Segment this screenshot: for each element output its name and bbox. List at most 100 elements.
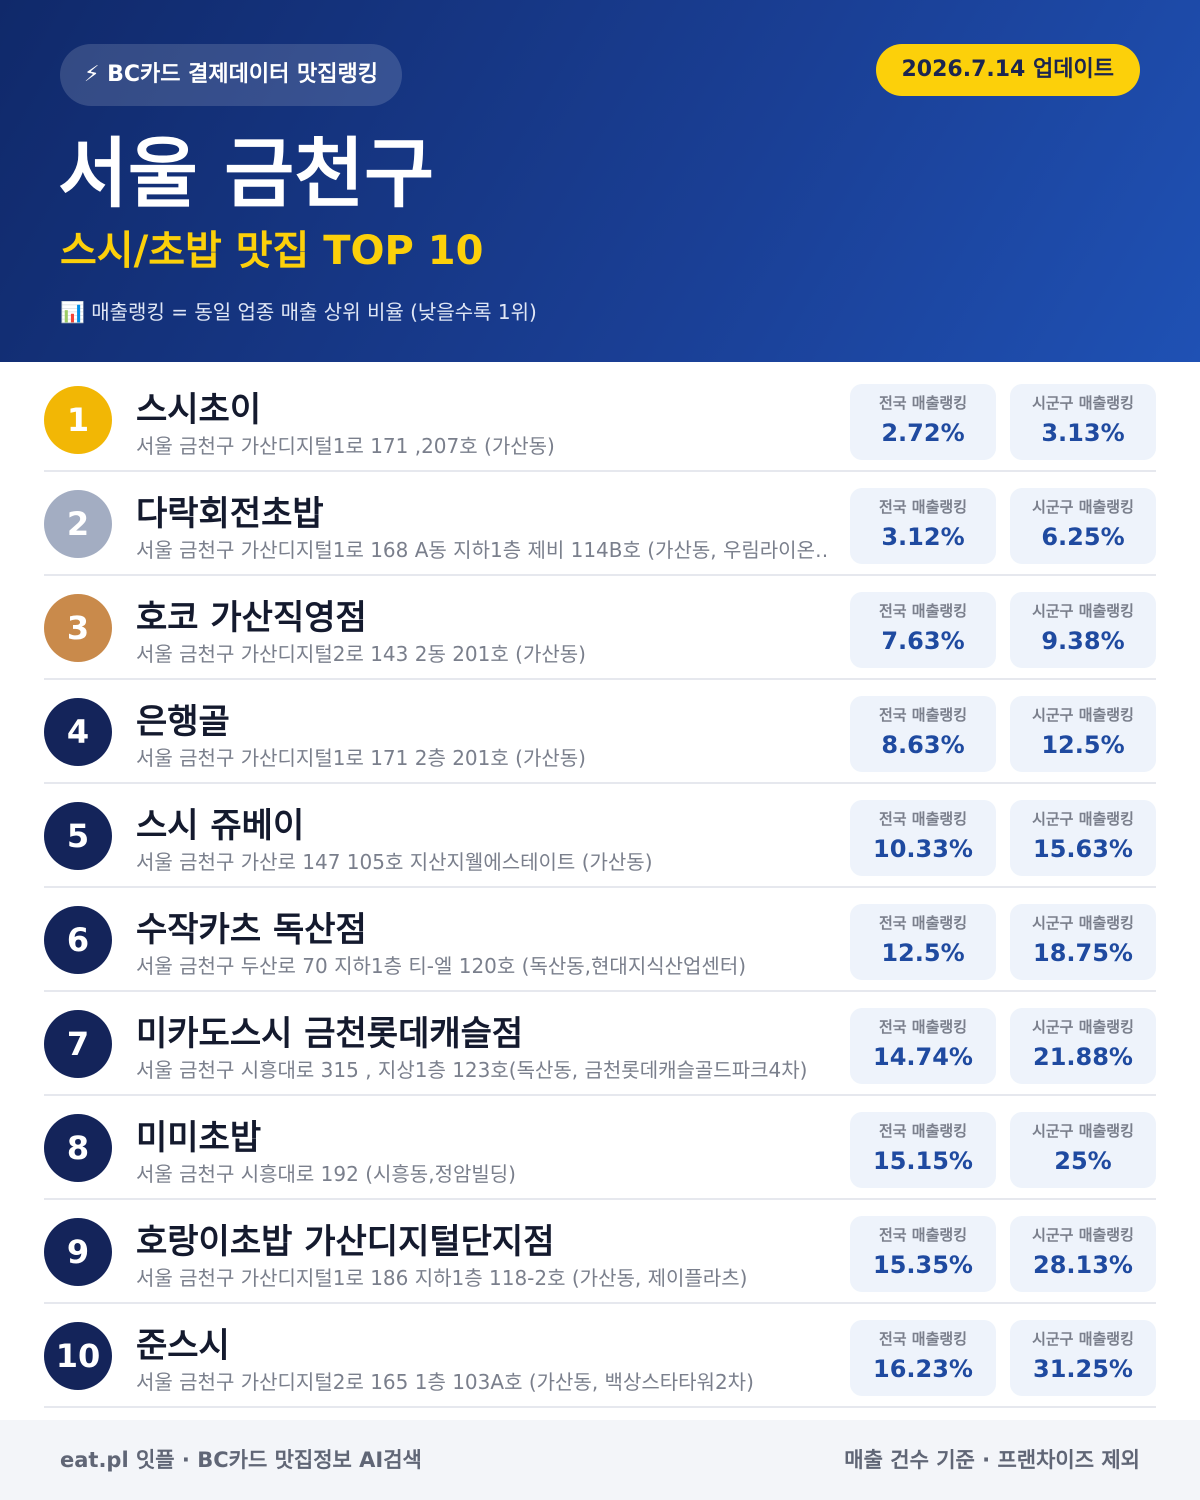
district-rank-label: 시군구 매출랭킹 [1032, 498, 1134, 516]
update-badge: 2026.7.14 업데이트 [875, 44, 1140, 96]
rank-badge: 8 [44, 1114, 112, 1182]
rank-badge: 9 [44, 1218, 112, 1286]
district-rank-box: 시군구 매출랭킹 12.5% [1010, 696, 1156, 772]
national-rank-value: 15.15% [873, 1147, 973, 1175]
national-rank-label: 전국 매출랭킹 [878, 1018, 968, 1036]
national-rank-value: 8.63% [881, 731, 965, 759]
national-rank-value: 12.5% [881, 939, 965, 967]
national-rank-value: 7.63% [881, 627, 965, 655]
national-rank-label: 전국 매출랭킹 [878, 1122, 968, 1140]
restaurant-name: 스시 쥬베이 [136, 806, 305, 846]
district-rank-box: 시군구 매출랭킹 28.13% [1010, 1216, 1156, 1292]
restaurant-name: 스시초이 [136, 390, 262, 430]
district-rank-box: 시군구 매출랭킹 6.25% [1010, 488, 1156, 564]
national-rank-value: 10.33% [873, 835, 973, 863]
restaurant-name: 미카도스시 금천롯데캐슬점 [136, 1014, 524, 1054]
district-rank-label: 시군구 매출랭킹 [1032, 602, 1134, 620]
title: 서울 금천구 [58, 129, 435, 218]
national-rank-box: 전국 매출랭킹 10.33% [850, 800, 996, 876]
national-rank-box: 전국 매출랭킹 2.72% [850, 384, 996, 460]
district-rank-value: 18.75% [1033, 939, 1133, 967]
national-rank-label: 전국 매출랭킹 [878, 1330, 968, 1348]
national-rank-value: 3.12% [881, 523, 965, 551]
national-rank-label: 전국 매출랭킹 [878, 810, 968, 828]
national-rank-box: 전국 매출랭킹 16.23% [850, 1320, 996, 1396]
rank-badge: 6 [44, 906, 112, 974]
restaurant-name: 다락회전초밥 [136, 494, 324, 534]
header: ⚡ BC카드 결제데이터 맛집랭킹 2026.7.14 업데이트 서울 금천구 … [0, 0, 1200, 362]
ranking-row: 9 호랑이초밥 가산디지털단지점 서울 금천구 가산디지털1로 186 지하1층 1… [44, 1200, 1156, 1304]
district-rank-box: 시군구 매출랭킹 15.63% [1010, 800, 1156, 876]
national-rank-label: 전국 매출랭킹 [878, 498, 968, 516]
district-rank-value: 9.38% [1041, 627, 1125, 655]
restaurant-name: 미미초밥 [136, 1118, 262, 1158]
district-rank-value: 12.5% [1041, 731, 1125, 759]
district-rank-box: 시군구 매출랭킹 21.88% [1010, 1008, 1156, 1084]
rank-badge: 5 [44, 802, 112, 870]
restaurant-name: 호코 가산직영점 [136, 598, 367, 638]
district-rank-label: 시군구 매출랭킹 [1032, 810, 1134, 828]
national-rank-label: 전국 매출랭킹 [878, 1226, 968, 1244]
district-rank-value: 21.88% [1033, 1043, 1133, 1071]
national-rank-box: 전국 매출랭킹 3.12% [850, 488, 996, 564]
ranking-row: 1 스시초이 서울 금천구 가산디지털1로 171 ,207호 (가산동) 전국 매출… [44, 368, 1156, 472]
note: 📊 매출랭킹 = 동일 업종 매출 상위 비율 (낮을수록 1위) [60, 300, 537, 324]
district-rank-box: 시군구 매출랭킹 18.75% [1010, 904, 1156, 980]
restaurant-name: 수작카츠 독산점 [136, 910, 367, 950]
footer: eat.pl 잇플 · BC카드 맛집정보 AI검색 매출 건수 기준 · 프랜… [0, 1420, 1200, 1500]
restaurant-address: 서울 금천구 두산로 70 지하1층 티-엘 120호 (독산동,현대지식산업센… [136, 954, 747, 978]
district-rank-value: 31.25% [1033, 1355, 1133, 1383]
national-rank-label: 전국 매출랭킹 [878, 602, 968, 620]
rank-badge: 10 [44, 1322, 112, 1390]
district-rank-label: 시군구 매출랭킹 [1032, 394, 1134, 412]
national-rank-label: 전국 매출랭킹 [878, 394, 968, 412]
restaurant-address: 서울 금천구 가산디지털2로 165 1층 103A호 (가산동, 백상스타타워… [136, 1370, 754, 1394]
rank-badge: 7 [44, 1010, 112, 1078]
district-rank-value: 6.25% [1041, 523, 1125, 551]
ranking-row: 10 준스시 서울 금천구 가산디지털2로 165 1층 103A호 (가산동, 백… [44, 1304, 1156, 1408]
restaurant-address: 서울 금천구 가산디지털1로 171 2층 201호 (가산동) [136, 746, 586, 770]
national-rank-label: 전국 매출랭킹 [878, 914, 968, 932]
national-rank-value: 14.74% [873, 1043, 973, 1071]
ranking-list: 1 스시초이 서울 금천구 가산디지털1로 171 ,207호 (가산동) 전국 매출… [44, 368, 1156, 1408]
restaurant-address: 서울 금천구 가산디지털2로 143 2동 201호 (가산동) [136, 642, 586, 666]
footer-right: 매출 건수 기준 · 프랜차이즈 제외 [844, 1448, 1140, 1472]
district-rank-box: 시군구 매출랭킹 3.13% [1010, 384, 1156, 460]
footer-left: eat.pl 잇플 · BC카드 맛집정보 AI검색 [60, 1448, 422, 1472]
district-rank-value: 3.13% [1041, 419, 1125, 447]
rank-badge: 3 [44, 594, 112, 662]
national-rank-box: 전국 매출랭킹 15.35% [850, 1216, 996, 1292]
restaurant-address: 서울 금천구 가산로 147 105호 지산지웰에스테이트 (가산동) [136, 850, 653, 874]
district-rank-value: 28.13% [1033, 1251, 1133, 1279]
national-rank-label: 전국 매출랭킹 [878, 706, 968, 724]
restaurant-address: 서울 금천구 시흥대로 192 (시흥동,정암빌딩) [136, 1162, 516, 1186]
restaurant-address: 서울 금천구 가산디지털1로 186 지하1층 118-2호 (가산동, 제이플… [136, 1266, 748, 1290]
district-rank-box: 시군구 매출랭킹 9.38% [1010, 592, 1156, 668]
national-rank-box: 전국 매출랭킹 15.15% [850, 1112, 996, 1188]
rank-badge: 4 [44, 698, 112, 766]
national-rank-box: 전국 매출랭킹 14.74% [850, 1008, 996, 1084]
district-rank-label: 시군구 매출랭킹 [1032, 1018, 1134, 1036]
national-rank-box: 전국 매출랭킹 8.63% [850, 696, 996, 772]
restaurant-address: 서울 금천구 시흥대로 315 , 지상1층 123호(독산동, 금천롯데캐슬골… [136, 1058, 808, 1082]
national-rank-value: 15.35% [873, 1251, 973, 1279]
district-rank-label: 시군구 매출랭킹 [1032, 914, 1134, 932]
national-rank-box: 전국 매출랭킹 7.63% [850, 592, 996, 668]
restaurant-name: 은행골 [136, 702, 230, 742]
district-rank-label: 시군구 매출랭킹 [1032, 1330, 1134, 1348]
district-rank-value: 25% [1054, 1147, 1112, 1175]
rank-badge: 2 [44, 490, 112, 558]
badge: ⚡ BC카드 결제데이터 맛집랭킹 [60, 44, 402, 106]
national-rank-value: 2.72% [881, 419, 965, 447]
national-rank-box: 전국 매출랭킹 12.5% [850, 904, 996, 980]
restaurant-address: 서울 금천구 가산디지털1로 168 A동 지하1층 제비 114B호 (가산동… [136, 538, 826, 562]
district-rank-value: 15.63% [1033, 835, 1133, 863]
national-rank-value: 16.23% [873, 1355, 973, 1383]
